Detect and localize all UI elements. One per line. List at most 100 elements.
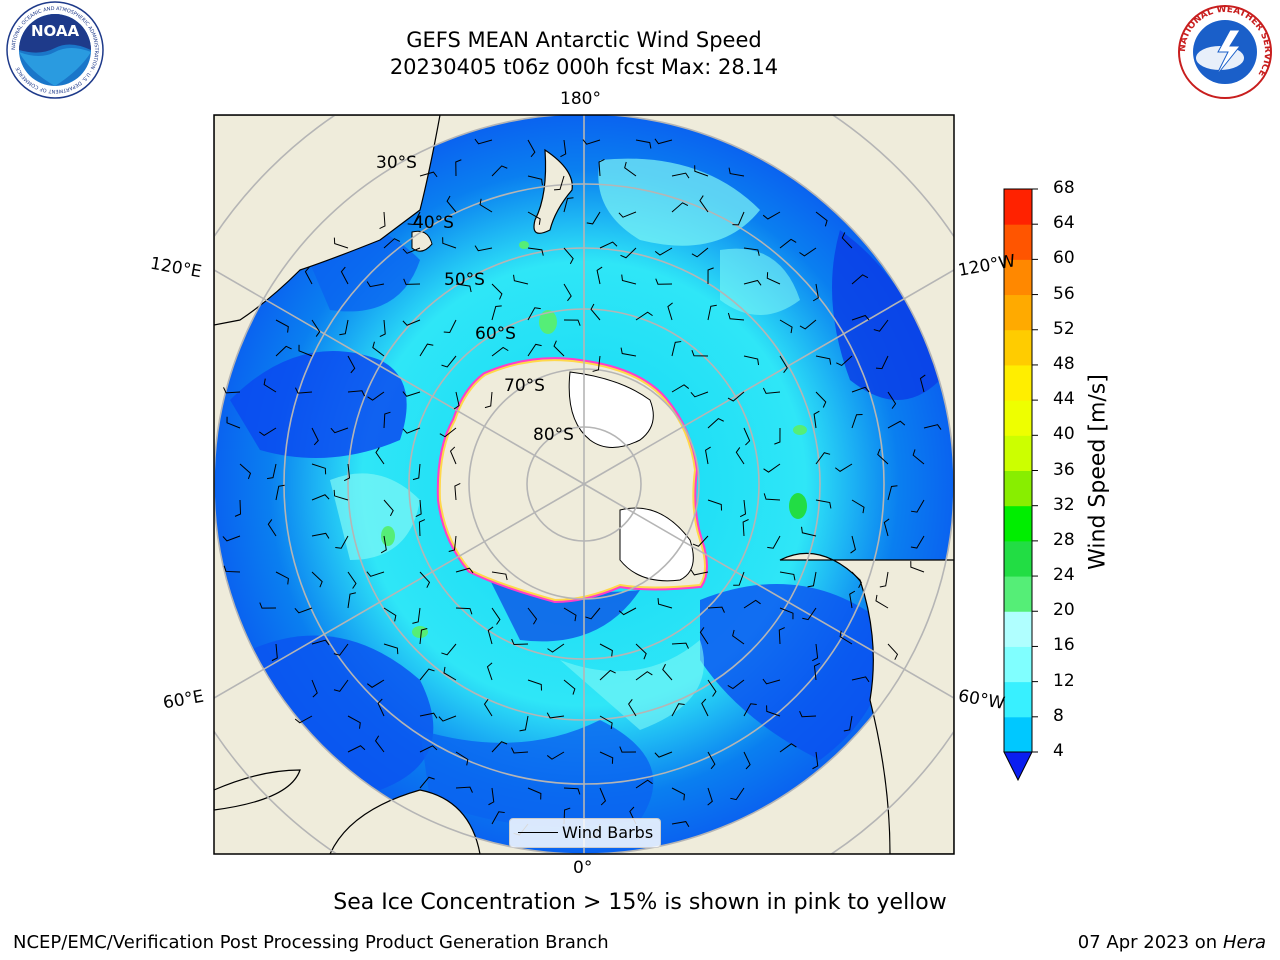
wind-barb [742, 519, 749, 537]
wind-barb [311, 571, 323, 588]
wind-barb [879, 571, 889, 588]
wind-barb [527, 307, 541, 321]
wind-barb [563, 679, 576, 695]
wind-barb [671, 703, 685, 717]
meridian-lines [214, 115, 954, 854]
wind-barb [294, 607, 313, 614]
colorbar-segment [1004, 646, 1032, 683]
wind-barb [812, 643, 819, 662]
wind-barb [419, 745, 438, 753]
wind-barb [527, 679, 543, 691]
wind-barb [586, 211, 601, 225]
wind-barb [743, 355, 760, 366]
wind-barb [743, 247, 760, 256]
wind-barb [707, 267, 714, 285]
wind-barb [923, 424, 942, 430]
wind-barb [383, 499, 394, 517]
madagascar-land [214, 769, 301, 811]
wind-barb [671, 787, 685, 801]
wind-barb [563, 247, 574, 265]
wind-barb [412, 607, 421, 624]
wind-barb [662, 663, 673, 681]
wind-barb [438, 715, 457, 722]
wind-barb [455, 786, 473, 793]
colorbar-segment [1004, 259, 1032, 296]
lat-label-80s: 80°S [533, 425, 574, 445]
lat-label-30s: 30°S [376, 153, 417, 173]
wind-barb [333, 643, 349, 656]
wind-barb [223, 565, 241, 573]
wind-barb [311, 319, 321, 337]
wind-barb [599, 715, 613, 729]
wind-barb [779, 607, 794, 620]
wind-barb [491, 305, 502, 321]
colorbar-tick-label: 32 [1053, 494, 1075, 515]
wind-barb [443, 319, 457, 334]
wind-barb [488, 787, 495, 806]
wind-barb [379, 211, 386, 229]
wind-barb [294, 715, 313, 724]
wind-barb [671, 821, 690, 828]
wind-barb [707, 606, 725, 613]
colorbar-segment [1004, 505, 1032, 542]
wind-barb [419, 776, 435, 789]
wind-barb [487, 626, 494, 645]
colorbar-tick-label: 4 [1053, 741, 1064, 761]
colorbar-tick-label: 40 [1053, 424, 1075, 445]
colorbar-tick-label: 12 [1053, 670, 1075, 691]
wind-barb [553, 340, 565, 357]
wind-barb [690, 391, 709, 398]
new-zealand-land [533, 148, 573, 234]
wind-barb [479, 198, 493, 213]
wind-barb [707, 679, 717, 697]
wind-barb [654, 247, 673, 256]
wind-barb [774, 427, 781, 445]
wind-barb [372, 341, 385, 357]
wind-barb [311, 494, 330, 501]
wind-barb [226, 416, 241, 429]
wind-barb [582, 139, 601, 145]
wind-barb [343, 463, 351, 482]
wind-barb [402, 427, 421, 434]
wind-barb [222, 535, 241, 542]
wind-barb [563, 319, 581, 326]
wind-barb [707, 787, 713, 806]
colorbar-tick-label: 56 [1053, 283, 1075, 304]
wind-barb [851, 676, 870, 683]
wind-barb [443, 666, 457, 681]
wind-barb [887, 643, 899, 660]
wind-barb [599, 669, 616, 681]
wind-barb [815, 452, 831, 465]
wind-barb [454, 482, 461, 501]
wind-barb [762, 211, 781, 220]
wind-barb [763, 463, 781, 473]
wind-barb [527, 139, 536, 158]
wind-barb [419, 171, 438, 178]
wind-barb [739, 499, 747, 518]
wind-barb [304, 266, 313, 285]
wind-barb [620, 247, 637, 259]
wind-barb [655, 278, 673, 285]
wind-barb [701, 698, 709, 717]
wind-barb [563, 283, 572, 302]
colorbar-tick-label: 24 [1053, 565, 1075, 586]
wind-barb [799, 247, 817, 257]
wind-barb [743, 427, 751, 446]
wind-barb [657, 598, 673, 609]
wind-barb [267, 519, 277, 537]
wind-barb [851, 386, 870, 393]
wind-barb [618, 211, 637, 218]
wind-barb [455, 283, 472, 293]
wind-barb [546, 712, 565, 719]
wind-barb [519, 715, 529, 732]
ross-ice-shelf [568, 371, 654, 448]
wind-barb [836, 355, 853, 367]
wind-barb [766, 705, 781, 717]
wind-barb [415, 499, 422, 518]
colorbar-tick-label: 16 [1053, 635, 1075, 656]
wind-barb [910, 535, 925, 549]
wind-barb [910, 499, 925, 513]
south-america-land [779, 552, 954, 854]
wind-barb [380, 535, 387, 554]
